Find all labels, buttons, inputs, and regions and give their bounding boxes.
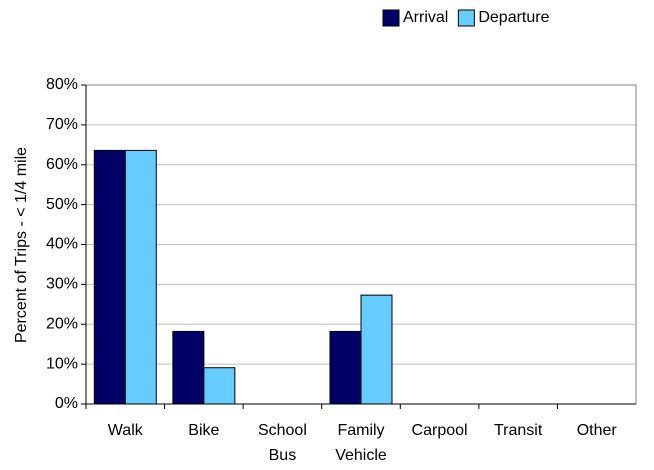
y-tick-label: 60% (46, 156, 78, 173)
legend-swatch (457, 9, 475, 27)
y-tick-label: 40% (46, 236, 78, 253)
bar (93, 149, 126, 405)
y-tick-label: 30% (46, 276, 78, 293)
x-tick-label: Other (576, 422, 617, 439)
y-tick-label: 80% (46, 76, 78, 93)
x-tick-label: Bike (188, 422, 220, 439)
bar (124, 149, 157, 405)
y-tick-label: 0% (55, 395, 78, 412)
legend-label: Arrival (403, 9, 448, 26)
y-tick-label: 70% (46, 116, 78, 133)
x-tick-label: Carpool (411, 422, 468, 439)
x-tick-label: Family Vehicle (335, 422, 387, 464)
bar (329, 330, 362, 405)
bar (203, 367, 236, 405)
y-axis-label: Percent of Trips - < 1/4 mile (13, 147, 30, 343)
bar (360, 294, 393, 405)
bar (172, 330, 205, 405)
y-tick-label: 20% (46, 315, 78, 332)
y-tick-label: 10% (46, 355, 78, 372)
y-tick-label: 50% (46, 196, 78, 213)
x-tick-label: School Bus (257, 422, 307, 464)
x-tick-label: Walk (107, 422, 143, 439)
x-tick-label: Transit (493, 422, 543, 439)
legend-swatch (382, 9, 400, 27)
legend-label: Departure (478, 9, 549, 26)
